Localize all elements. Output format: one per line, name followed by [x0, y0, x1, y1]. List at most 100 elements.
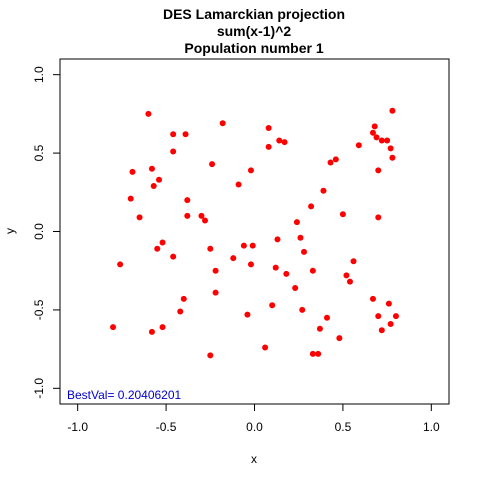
- data-point: [219, 120, 226, 127]
- data-point: [369, 129, 376, 136]
- data-point: [212, 267, 219, 274]
- data-point: [154, 245, 161, 252]
- chart-title-line-2: sum(x-1)^2: [217, 23, 292, 39]
- y-tick-label: -0.5: [32, 299, 46, 320]
- data-point: [281, 139, 288, 146]
- data-point: [212, 289, 219, 296]
- x-tick-label: -0.5: [156, 420, 177, 434]
- data-point: [201, 217, 208, 224]
- data-point: [389, 154, 396, 161]
- data-point: [129, 168, 136, 175]
- data-point: [378, 137, 385, 144]
- data-point: [127, 195, 134, 202]
- data-point: [309, 350, 316, 357]
- data-point: [378, 327, 385, 334]
- y-tick-label: 0.5: [32, 144, 46, 161]
- data-point: [159, 239, 166, 246]
- data-point: [148, 165, 155, 172]
- x-tick-label: 0.0: [246, 420, 263, 434]
- data-point: [283, 270, 290, 277]
- data-point: [371, 123, 378, 130]
- data-point: [336, 335, 343, 342]
- data-point: [389, 107, 396, 114]
- data-point: [320, 187, 327, 194]
- data-point: [343, 272, 350, 279]
- data-point: [110, 324, 117, 331]
- y-tick-label: 0.0: [32, 223, 46, 240]
- chart-title-line-1: DES Lamarckian projection: [163, 6, 345, 22]
- data-point: [346, 278, 353, 285]
- data-point: [184, 197, 191, 204]
- data-point: [297, 234, 304, 241]
- data-point: [148, 328, 155, 335]
- data-point: [276, 137, 283, 144]
- y-tick-label: 1.0: [32, 66, 46, 83]
- x-axis-label: x: [251, 452, 257, 466]
- data-point: [269, 302, 276, 309]
- data-point: [369, 295, 376, 302]
- data-points: [110, 107, 399, 359]
- data-point: [332, 156, 339, 163]
- data-point: [180, 295, 187, 302]
- data-point: [247, 167, 254, 174]
- x-tick-label: 0.5: [335, 420, 352, 434]
- data-point: [159, 324, 166, 331]
- data-point: [315, 350, 322, 357]
- data-point: [323, 314, 330, 321]
- data-point: [117, 261, 124, 268]
- data-point: [299, 306, 306, 313]
- data-point: [373, 134, 380, 141]
- data-point: [156, 176, 163, 183]
- data-point: [209, 161, 216, 168]
- data-point: [240, 242, 247, 249]
- data-point: [301, 248, 308, 255]
- y-axis: -1.0 -0.5 0.0 0.5 1.0: [32, 66, 61, 399]
- data-point: [309, 267, 316, 274]
- data-point: [272, 264, 279, 271]
- y-tick-label: -1.0: [32, 378, 46, 399]
- x-tick-label: 1.0: [423, 420, 440, 434]
- data-point: [170, 253, 177, 260]
- data-point: [198, 212, 205, 219]
- data-point: [244, 311, 251, 318]
- data-point: [177, 308, 184, 315]
- y-axis-label: y: [3, 228, 17, 234]
- x-tick-label: -1.0: [67, 420, 88, 434]
- data-point: [145, 110, 152, 117]
- data-point: [207, 352, 214, 359]
- data-point: [274, 236, 281, 243]
- data-point: [375, 313, 382, 320]
- data-point: [265, 143, 272, 150]
- data-point: [339, 211, 346, 218]
- data-point: [385, 300, 392, 307]
- data-point: [170, 148, 177, 155]
- data-point: [235, 181, 242, 188]
- data-point: [308, 203, 315, 210]
- chart-title-line-3: Population number 1: [184, 40, 323, 56]
- data-point: [136, 214, 143, 221]
- data-point: [375, 214, 382, 221]
- data-point: [265, 125, 272, 131]
- best-value-annotation: BestVal= 0.20406201: [67, 388, 182, 402]
- data-point: [350, 258, 357, 265]
- data-point: [230, 255, 237, 262]
- data-point: [293, 219, 300, 226]
- data-point: [182, 131, 189, 138]
- data-point: [207, 245, 214, 252]
- x-axis: -1.0 -0.5 0.0 0.5 1.0: [67, 403, 440, 434]
- data-point: [184, 212, 191, 219]
- data-point: [384, 137, 391, 144]
- data-point: [170, 131, 177, 138]
- data-point: [375, 167, 382, 174]
- data-point: [316, 325, 323, 332]
- data-point: [355, 142, 362, 149]
- data-point: [249, 242, 256, 249]
- data-point: [387, 321, 394, 328]
- data-point: [247, 261, 254, 268]
- data-point: [387, 145, 394, 152]
- data-point: [327, 159, 334, 166]
- data-point: [150, 183, 157, 190]
- data-point: [392, 313, 399, 320]
